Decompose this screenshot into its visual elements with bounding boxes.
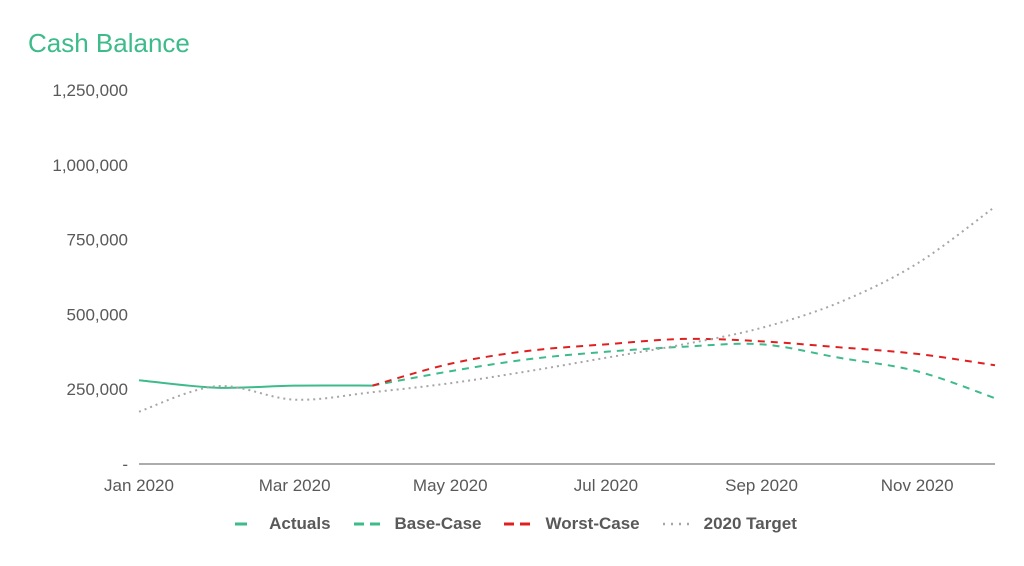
legend-item: Base-Case xyxy=(353,514,482,534)
x-tick-label: Nov 2020 xyxy=(881,476,954,495)
x-axis-ticks: Jan 2020 Mar 2020 May 2020 Jul 2020 Sep 2020… xyxy=(104,476,954,495)
chart-title: Cash Balance xyxy=(28,28,190,58)
legend-label: Worst-Case xyxy=(545,514,640,533)
legend-label: Base-Case xyxy=(394,514,482,533)
x-tick-label: Jan 2020 xyxy=(104,476,174,495)
y-axis-ticks: - 250,000 500,000 750,000 1,000,000 1,250,000 xyxy=(52,81,128,474)
y-tick-label: - xyxy=(122,455,128,474)
legend-item: Actuals xyxy=(227,514,331,534)
x-tick-label: Sep 2020 xyxy=(725,476,798,495)
y-tick-label: 1,250,000 xyxy=(52,81,128,100)
x-tick-label: May 2020 xyxy=(413,476,488,495)
legend-item: Worst-Case xyxy=(503,514,640,534)
legend-item: 2020 Target xyxy=(662,514,797,534)
chart-legend: Actuals Base-Case Worst-Case 2020 Target xyxy=(0,514,1024,534)
y-tick-label: 750,000 xyxy=(67,231,128,250)
y-tick-label: 500,000 xyxy=(67,305,128,324)
series-line-actuals xyxy=(138,379,373,389)
legend-label: Actuals xyxy=(269,514,331,533)
series-line-2020-target xyxy=(138,205,996,413)
legend-swatch xyxy=(504,522,537,526)
series-line-base-case xyxy=(372,342,996,400)
y-tick-label: 1,000,000 xyxy=(52,156,128,175)
legend-swatch xyxy=(662,522,695,526)
x-tick-label: Mar 2020 xyxy=(259,476,331,495)
x-tick-label: Jul 2020 xyxy=(574,476,638,495)
y-tick-label: 250,000 xyxy=(67,380,128,399)
series-lines xyxy=(138,205,996,413)
legend-label: 2020 Target xyxy=(703,514,797,533)
series-line-worst-case xyxy=(372,337,996,387)
legend-swatch xyxy=(353,522,386,526)
legend-swatch xyxy=(235,522,248,526)
